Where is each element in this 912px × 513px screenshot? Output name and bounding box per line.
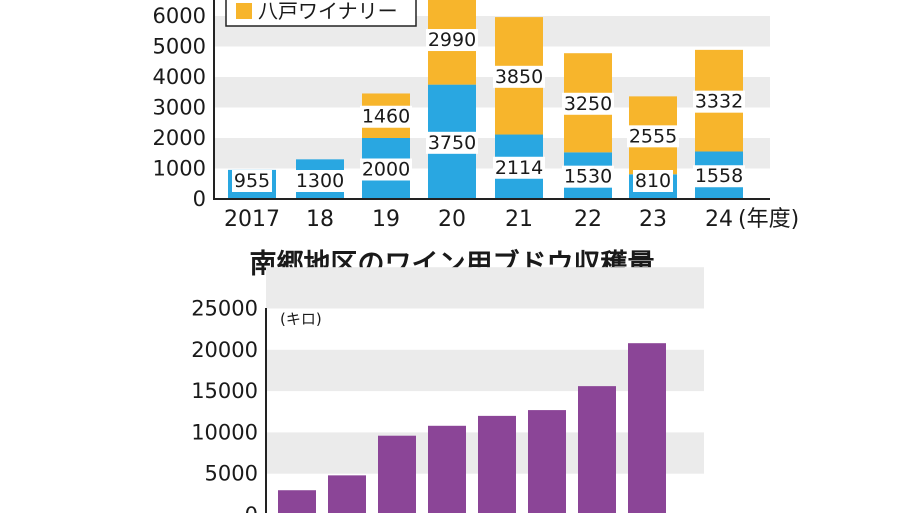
y-tick-label: 20000 [191,338,258,362]
data-labels: 955 1300 2000 1460 3750 2990 2114 3850 1530 3250 8… [232,29,745,192]
data-label-bg [627,125,679,148]
y-tick-label: 3000 [153,96,206,120]
data-label-bg [633,170,673,192]
x-tick-label: 18 [306,207,334,232]
data-label-bg [294,170,346,192]
data-label: 3750 [428,132,476,154]
grid-bands [214,16,770,169]
data-label-bg [426,131,478,154]
legend-label: 八戸ワイナリー [258,0,398,23]
bar [278,490,316,513]
data-label: 1530 [564,166,612,188]
stacked-bar-chart: 955 1300 2000 1460 3750 2990 2114 3850 1530 3250 8… [153,0,799,232]
data-label: 810 [635,170,671,192]
x-tick-label: 24 [705,207,733,232]
data-label-bg [232,170,272,192]
data-label: 1558 [695,165,743,187]
bar-chart: 0 5000 10000 15000 20000 25000 (キロ) [191,267,704,513]
x-tick-label: 23 [639,207,667,232]
x-tick-label: 21 [505,207,533,232]
grid-band [214,77,770,108]
data-label-bg [426,29,478,52]
legend-swatch [236,3,252,19]
data-label: 3850 [495,66,543,88]
data-label-bg [693,90,745,113]
data-label-bg [693,165,745,188]
data-label-bg [360,105,412,128]
x-tick-labels: 2017 18 19 20 21 22 23 24 (年度) [224,207,799,232]
data-label: 2990 [428,29,476,51]
y-tick-labels: 0 1000 2000 3000 4000 5000 6000 [153,4,206,211]
data-label: 1460 [362,106,410,128]
y-tick-label: 0 [245,503,258,513]
data-label: 3332 [695,91,743,113]
data-label: 955 [234,170,270,192]
bar [528,410,566,513]
grid-band [266,267,704,309]
data-label: 3250 [564,93,612,115]
legend: 八戸ワイナリー [225,0,417,27]
y-tick-label: 25000 [191,297,258,321]
x-tick-label: 20 [438,207,466,232]
bar [478,415,516,513]
data-label-bg [493,65,545,88]
data-label: 2114 [495,157,543,179]
x-tick-label: 19 [372,207,400,232]
y-tick-label: 6000 [153,4,206,28]
data-label: 2555 [629,125,677,147]
bar [328,475,366,513]
x-axis-unit: (年度) [738,207,799,232]
unit-label: (キロ) [280,310,322,328]
y-tick-label: 5000 [153,35,206,59]
data-label: 2000 [362,159,410,181]
bar [628,343,666,513]
y-tick-label: 1000 [153,157,206,181]
x-tick-label: 22 [574,207,602,232]
y-tick-label: 2000 [153,126,206,150]
y-tick-label: 15000 [191,379,258,403]
data-label-bg [562,92,614,115]
y-tick-labels: 0 5000 10000 15000 20000 25000 [191,297,258,513]
bars [278,343,666,513]
y-tick-label: 5000 [205,462,258,486]
data-label-bg [360,158,412,181]
bar [378,435,416,513]
x-tick-label: 2017 [224,207,280,232]
data-label-bg [493,156,545,179]
y-tick-label: 10000 [191,420,258,444]
bar [428,425,466,513]
y-tick-label: 4000 [153,65,206,89]
data-label-bg [562,165,614,188]
bar [578,386,616,513]
data-label: 1300 [296,170,344,192]
y-tick-label: 0 [193,187,206,211]
